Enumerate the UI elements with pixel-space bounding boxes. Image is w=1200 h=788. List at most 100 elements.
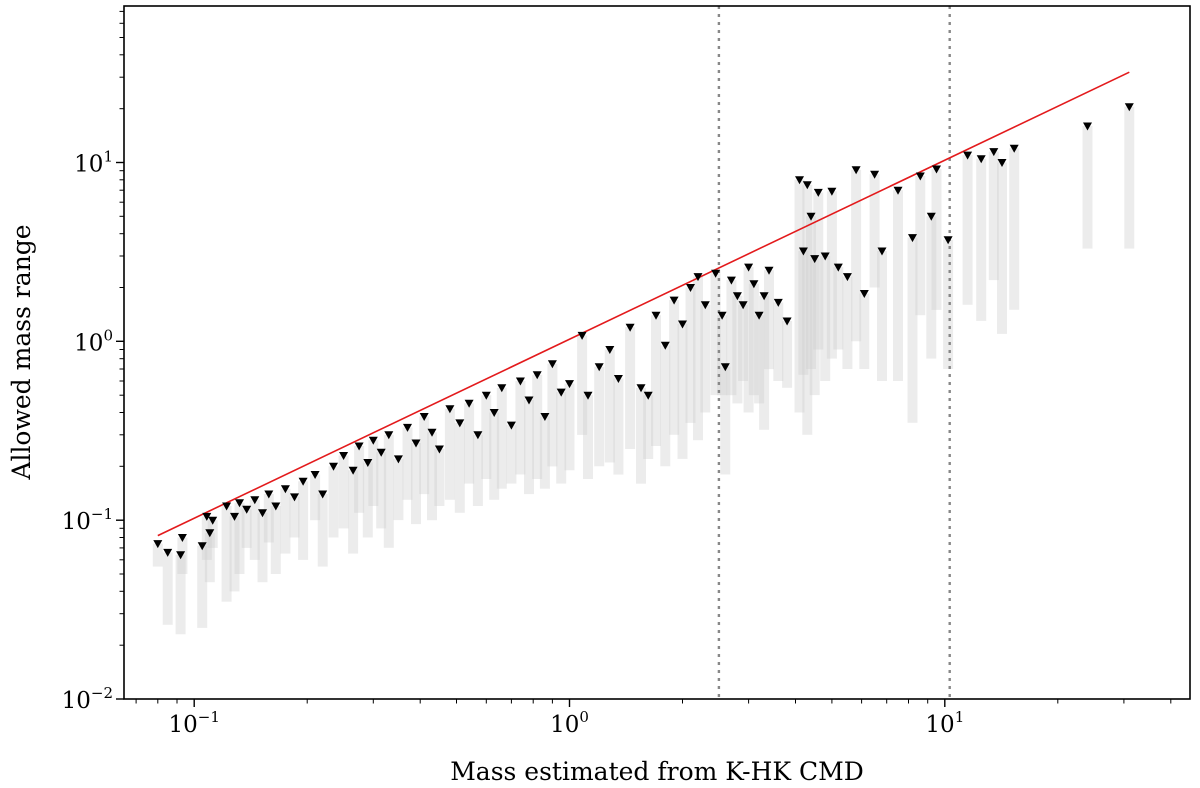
- allowed-range-bar: [809, 258, 820, 396]
- allowed-range-bar: [759, 295, 770, 430]
- allowed-range-bar: [962, 155, 973, 305]
- upper-limit-marker: [827, 187, 837, 196]
- upper-limit-marker: [339, 452, 349, 460]
- allowed-range-bar: [328, 466, 339, 538]
- allowed-range-bar: [524, 400, 534, 495]
- plot-content: [152, 6, 1135, 699]
- upper-limit-marker: [583, 391, 593, 400]
- allowed-range-bar: [802, 184, 813, 435]
- upper-limit-marker: [419, 413, 429, 421]
- upper-limit-marker: [176, 551, 186, 560]
- upper-limit-marker: [271, 502, 281, 511]
- upper-limit-marker: [197, 542, 207, 551]
- axis-ticks: 10−1 100 101 10−2 10−1 100 101: [62, 10, 1172, 738]
- upper-limit-marker: [943, 236, 953, 245]
- upper-limit-marker: [997, 159, 1007, 167]
- upper-limit-marker: [368, 436, 378, 445]
- upper-limit-marker: [222, 502, 232, 511]
- allowed-range-bar: [893, 190, 903, 381]
- allowed-range-bar: [685, 287, 696, 423]
- allowed-range-bar: [677, 324, 688, 459]
- allowed-range-bar: [613, 378, 624, 475]
- upper-limit-marker: [842, 273, 852, 282]
- upper-limit-marker: [700, 301, 710, 310]
- allowed-range-bar: [842, 276, 853, 369]
- allowed-range-bar: [368, 440, 379, 506]
- upper-limit-marker: [810, 255, 820, 264]
- upper-limit-marker: [393, 455, 403, 464]
- upper-limit-marker: [464, 399, 474, 408]
- allowed-range-bar: [506, 425, 517, 484]
- allowed-range-bar: [376, 452, 387, 529]
- upper-limit-marker: [820, 252, 830, 261]
- allowed-range-bar: [743, 267, 754, 413]
- upper-limit-marker: [532, 371, 542, 380]
- allowed-range-bar: [669, 300, 680, 435]
- upper-limit-marker: [524, 396, 534, 405]
- y-tick-label: 100: [74, 326, 113, 356]
- allowed-range-bar: [764, 270, 774, 370]
- upper-limit-marker: [636, 384, 646, 393]
- allowed-range-bar: [583, 395, 593, 479]
- allowed-range-bar: [748, 283, 759, 396]
- upper-limit-marker: [625, 323, 635, 332]
- upper-limit-marker: [813, 188, 823, 197]
- allowed-range-bar: [257, 512, 268, 583]
- upper-limit-marker: [280, 485, 290, 494]
- allowed-range-bar: [201, 516, 212, 560]
- upper-limit-marker: [515, 377, 525, 386]
- plot-area: [152, 6, 1135, 699]
- upper-limit-marker: [669, 296, 679, 305]
- plot-frame: [123, 5, 1191, 700]
- upper-limit-marker: [859, 290, 869, 298]
- upper-limit-marker: [749, 280, 759, 289]
- allowed-range-bar: [204, 532, 215, 583]
- upper-limit-marker: [473, 431, 483, 440]
- allowed-range-bar: [833, 267, 844, 350]
- allowed-range-bar: [782, 321, 793, 388]
- upper-limit-marker: [678, 320, 687, 329]
- allowed-range-bar: [362, 462, 373, 538]
- allowed-range-bar: [249, 499, 260, 560]
- upper-limit-marker: [915, 172, 925, 181]
- allowed-range-bar: [221, 506, 232, 602]
- allowed-range-bar: [280, 488, 291, 554]
- upper-limit-marker: [376, 448, 386, 457]
- upper-limit-marker: [877, 247, 887, 256]
- upper-limit-marker: [764, 266, 774, 275]
- upper-limit-marker: [445, 405, 455, 414]
- allowed-range-bar: [859, 293, 870, 369]
- allowed-range-bar: [773, 302, 784, 381]
- upper-limit-marker: [547, 360, 557, 369]
- upper-limit-marker: [258, 509, 267, 518]
- upper-limit-marker: [310, 471, 320, 479]
- upper-limit-marker: [926, 212, 936, 221]
- upper-limit-marker: [497, 384, 507, 393]
- allowed-range-bar: [383, 434, 394, 548]
- allowed-range-bar: [594, 366, 605, 467]
- allowed-range-bar: [411, 443, 421, 525]
- upper-limit-marker: [976, 155, 986, 164]
- upper-limit-marker: [605, 346, 615, 354]
- allowed-range-bar: [907, 237, 918, 423]
- allowed-range-bar: [651, 315, 661, 446]
- upper-limit-marker: [1009, 144, 1019, 153]
- allowed-range-bar: [931, 169, 942, 310]
- allowed-range-bar: [402, 427, 413, 500]
- allowed-range-bar: [207, 520, 218, 548]
- upper-limit-marker: [163, 548, 173, 557]
- upper-limit-marker: [177, 534, 187, 542]
- allowed-range-bar: [532, 374, 543, 479]
- allowed-range-bar: [472, 434, 483, 506]
- upper-limit-marker: [384, 431, 394, 440]
- allowed-range-bar: [547, 363, 558, 467]
- upper-limit-marker: [711, 269, 721, 278]
- allowed-range-bar: [229, 516, 240, 592]
- upper-limit-marker: [235, 499, 244, 508]
- allowed-range-bar: [813, 192, 824, 350]
- allowed-range-bar: [162, 552, 173, 625]
- allowed-range-bar: [310, 474, 321, 521]
- x-tick-label: 10−1: [169, 708, 220, 738]
- upper-limit-marker: [870, 170, 880, 179]
- allowed-range-bar: [263, 494, 274, 543]
